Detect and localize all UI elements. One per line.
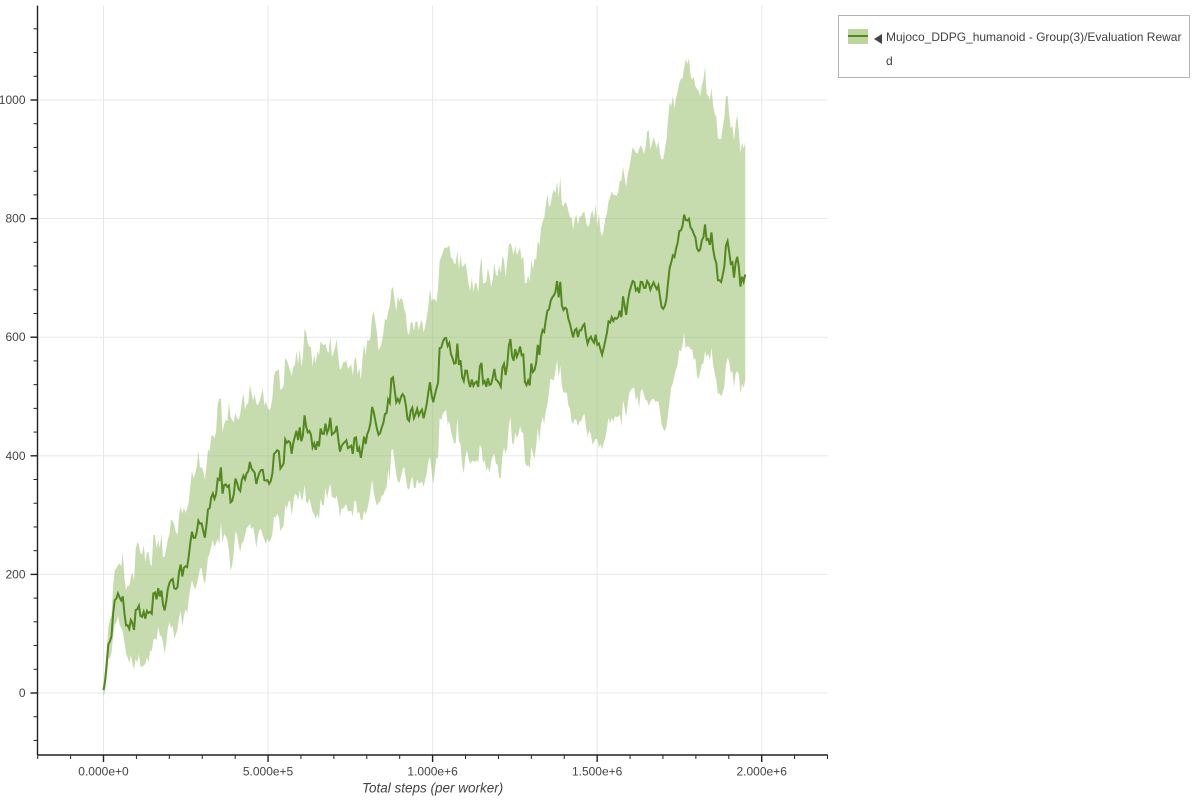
svg-text:1.500e+6: 1.500e+6: [572, 765, 623, 779]
svg-text:2.000e+6: 2.000e+6: [737, 765, 788, 779]
svg-text:800: 800: [5, 212, 25, 226]
svg-text:1.000e+6: 1.000e+6: [407, 765, 458, 779]
svg-text:400: 400: [5, 449, 25, 463]
svg-text:0.000e+0: 0.000e+0: [78, 765, 129, 779]
svg-text:1000: 1000: [0, 93, 26, 107]
svg-text:200: 200: [5, 567, 25, 581]
svg-text:600: 600: [5, 330, 25, 344]
svg-text:Total steps (per worker): Total steps (per worker): [362, 781, 503, 796]
svg-text:5.000e+5: 5.000e+5: [243, 765, 294, 779]
svg-text:0: 0: [19, 686, 26, 700]
